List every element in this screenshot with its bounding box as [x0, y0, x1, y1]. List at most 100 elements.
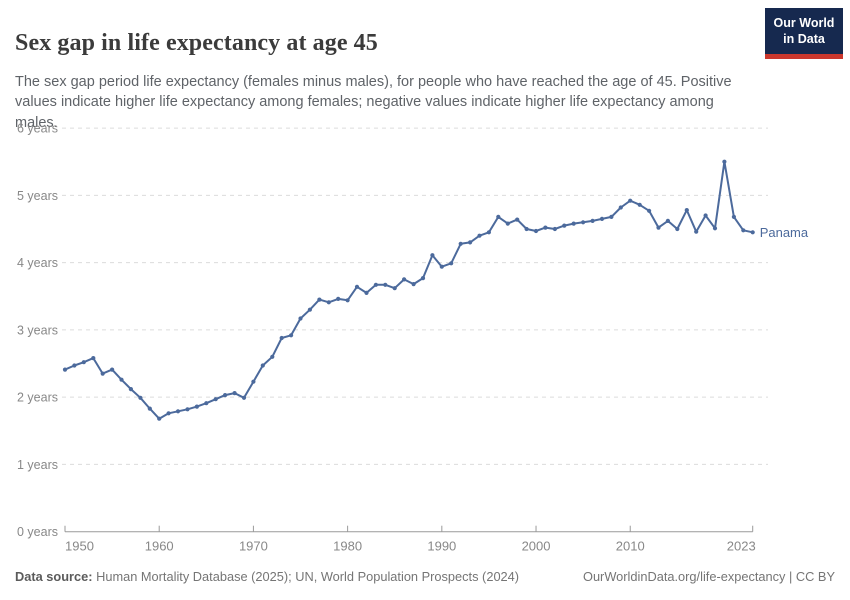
data-point[interactable] — [317, 297, 322, 302]
y-axis-tick-label: 4 years — [17, 256, 58, 270]
data-point[interactable] — [656, 225, 661, 230]
data-point[interactable] — [251, 379, 256, 384]
entity-label[interactable]: Panama — [760, 225, 809, 240]
data-point[interactable] — [147, 406, 152, 411]
data-point[interactable] — [618, 205, 623, 210]
data-point[interactable] — [110, 367, 115, 372]
x-axis-tick-label: 1950 — [65, 539, 94, 554]
data-point[interactable] — [345, 298, 350, 303]
data-point[interactable] — [694, 229, 699, 234]
data-point[interactable] — [185, 407, 190, 412]
data-point[interactable] — [81, 360, 86, 365]
y-axis-tick-label: 1 years — [17, 458, 58, 472]
data-point[interactable] — [515, 217, 520, 222]
data-point[interactable] — [138, 395, 143, 400]
data-point[interactable] — [439, 264, 444, 269]
data-point[interactable] — [524, 226, 529, 232]
data-point[interactable] — [590, 218, 595, 223]
data-point[interactable] — [194, 404, 199, 409]
data-point[interactable] — [373, 282, 378, 287]
data-point[interactable] — [364, 290, 369, 295]
data-point[interactable] — [62, 367, 68, 372]
x-axis-tick-label: 1990 — [427, 539, 456, 554]
data-point[interactable] — [449, 261, 454, 266]
owid-logo[interactable]: Our World in Data — [765, 8, 843, 60]
chart-canvas[interactable]: 0 years 1 years 2 years 3 years 4 years 5 yea… — [0, 115, 850, 560]
data-point[interactable] — [270, 354, 275, 359]
data-point[interactable] — [562, 223, 567, 228]
x-axis-tick-label: 1960 — [145, 539, 174, 554]
x-axis-tick-label: 2000 — [522, 539, 551, 554]
data-point[interactable] — [477, 233, 482, 238]
data-point[interactable] — [750, 230, 755, 235]
data-point[interactable] — [91, 356, 96, 361]
data-point[interactable] — [675, 226, 680, 232]
x-axis-tick-label: 2023 — [727, 539, 756, 554]
data-point[interactable] — [637, 202, 642, 207]
data-point[interactable] — [383, 282, 388, 287]
y-axis-tick-label: 3 years — [17, 323, 58, 337]
data-source-text: Human Mortality Database (2025); UN, Wor… — [92, 569, 520, 584]
data-point[interactable] — [722, 159, 727, 164]
data-point[interactable] — [430, 253, 435, 258]
data-point[interactable] — [458, 241, 463, 246]
data-point[interactable] — [166, 411, 171, 416]
data-point[interactable] — [241, 395, 247, 400]
data-point[interactable] — [468, 240, 473, 245]
data-point[interactable] — [496, 214, 501, 219]
data-point[interactable] — [486, 230, 491, 235]
data-point[interactable] — [684, 208, 689, 213]
data-point[interactable] — [628, 198, 633, 203]
data-point[interactable] — [420, 276, 426, 281]
y-axis-tick-label: 6 years — [17, 122, 58, 136]
owid-logo-stripe — [765, 54, 843, 60]
owid-cc-link[interactable]: OurWorldinData.org/life-expectancy | CC … — [582, 569, 835, 584]
data-point[interactable] — [354, 284, 360, 289]
data-point[interactable] — [119, 377, 124, 382]
y-axis-tick-label: 0 years — [17, 525, 58, 539]
data-point[interactable] — [289, 333, 294, 338]
data-point[interactable] — [392, 286, 397, 291]
data-point[interactable] — [741, 228, 746, 233]
data-point[interactable] — [260, 363, 265, 368]
data-point[interactable] — [232, 391, 237, 396]
data-point[interactable] — [543, 225, 548, 230]
data-point[interactable] — [731, 214, 737, 219]
y-axis-tick-label: 5 years — [17, 189, 58, 203]
data-point[interactable] — [712, 226, 718, 231]
data-point[interactable] — [204, 401, 209, 406]
data-line-panama[interactable] — [64, 160, 754, 420]
data-point[interactable] — [213, 397, 218, 402]
x-axis-tick-label: 2010 — [616, 539, 645, 554]
y-axis-tick-label: 2 years — [17, 391, 58, 405]
page-title: Sex gap in life expectancy at age 45 — [15, 30, 378, 57]
data-point[interactable] — [665, 218, 671, 223]
data-source-label: Data source: — [15, 569, 93, 584]
data-point[interactable] — [609, 214, 614, 219]
data-point[interactable] — [298, 316, 303, 321]
data-point[interactable] — [581, 220, 586, 225]
data-point[interactable] — [223, 393, 228, 398]
data-point[interactable] — [505, 221, 510, 226]
data-point[interactable] — [647, 208, 652, 213]
data-point[interactable] — [411, 282, 416, 287]
data-point[interactable] — [402, 277, 407, 282]
chart-subtitle: The sex gap period life expectancy (fema… — [15, 73, 732, 131]
data-point[interactable] — [336, 296, 341, 301]
data-point[interactable] — [279, 335, 284, 341]
data-point[interactable] — [157, 416, 162, 421]
data-point[interactable] — [552, 226, 558, 232]
data-point[interactable] — [100, 371, 105, 376]
data-point[interactable] — [571, 221, 576, 226]
x-axis-tick-label: 1970 — [239, 539, 268, 554]
data-point[interactable] — [703, 213, 708, 218]
data-point[interactable] — [533, 228, 539, 234]
data-point[interactable] — [599, 216, 605, 221]
x-axis-tick-label: 1980 — [333, 539, 362, 554]
owid-logo-text: Our World in Data — [765, 8, 843, 55]
data-point[interactable] — [175, 409, 181, 414]
data-point[interactable] — [307, 307, 312, 312]
data-point[interactable] — [128, 387, 133, 392]
data-point[interactable] — [72, 363, 77, 368]
data-point[interactable] — [326, 300, 331, 305]
